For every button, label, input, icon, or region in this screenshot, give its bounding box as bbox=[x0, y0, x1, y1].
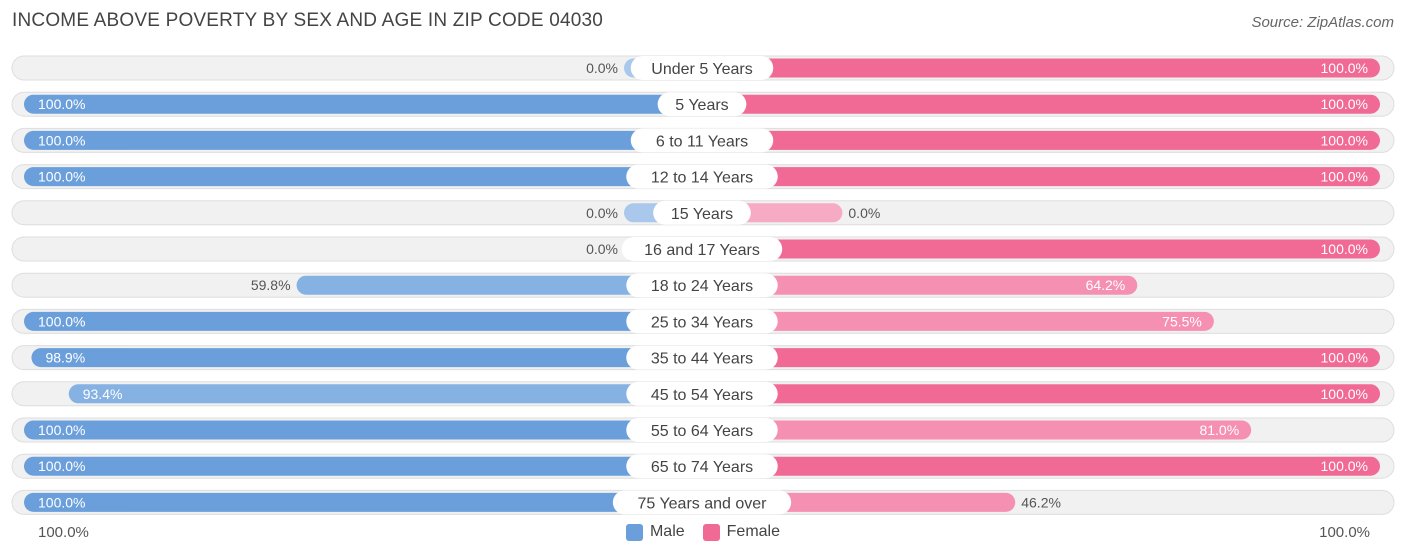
female-bar bbox=[702, 348, 1380, 368]
male-bar bbox=[24, 311, 702, 331]
bar-row: 100.0% 100.0% 65 to 74 Years bbox=[11, 453, 1395, 479]
category-label: 5 Years bbox=[675, 97, 728, 114]
male-value-label: 100.0% bbox=[38, 458, 85, 474]
category-label: 16 and 17 Years bbox=[644, 242, 760, 259]
female-value-label: 100.0% bbox=[1321, 241, 1368, 257]
category-pill bbox=[626, 273, 778, 298]
category-label: 65 to 74 Years bbox=[651, 459, 753, 476]
bar-row: 100.0% 100.0% 6 to 11 Years bbox=[11, 127, 1395, 153]
category-pill bbox=[626, 309, 778, 334]
male-bar bbox=[24, 167, 702, 187]
male-value-label: 100.0% bbox=[38, 494, 85, 510]
legend-item-male: Male bbox=[625, 523, 685, 541]
female-value-label: 100.0% bbox=[1321, 350, 1368, 366]
bar-row: 98.9% 100.0% 35 to 44 Years bbox=[11, 345, 1395, 371]
category-pill bbox=[626, 381, 778, 406]
legend-item-female: Female bbox=[702, 523, 781, 541]
female-value-label: 100.0% bbox=[1321, 60, 1368, 76]
category-label: 15 Years bbox=[671, 206, 733, 223]
category-label: 18 to 24 Years bbox=[651, 278, 753, 295]
category-label: 45 to 54 Years bbox=[651, 387, 753, 404]
male-bar bbox=[24, 456, 702, 476]
male-bar bbox=[31, 348, 702, 368]
male-value-label: 0.0% bbox=[586, 205, 618, 221]
male-bar bbox=[24, 130, 702, 150]
female-bar bbox=[702, 58, 1380, 78]
male-bar bbox=[68, 384, 703, 404]
bar-row: 0.0% 0.0% 15 Years bbox=[11, 200, 1395, 226]
female-bar bbox=[702, 275, 1138, 295]
source-label: Source: ZipAtlas.com bbox=[1251, 14, 1394, 31]
legend-swatch-female bbox=[702, 523, 720, 541]
axis-right-label: 100.0% bbox=[1319, 524, 1370, 541]
female-value-label: 46.2% bbox=[1021, 494, 1061, 510]
bar-row: 100.0% 81.0% 55 to 64 Years bbox=[11, 417, 1395, 443]
male-value-label: 0.0% bbox=[586, 60, 618, 76]
male-value-label: 59.8% bbox=[251, 277, 291, 293]
category-label: 35 to 44 Years bbox=[651, 351, 753, 368]
female-value-label: 81.0% bbox=[1199, 422, 1239, 438]
female-bar bbox=[702, 456, 1380, 476]
legend: Male Female bbox=[0, 523, 1406, 541]
male-value-label: 100.0% bbox=[38, 169, 85, 185]
bar-row: 59.8% 64.2% 18 to 24 Years bbox=[11, 272, 1395, 298]
category-pill bbox=[657, 92, 747, 117]
bar-row: 100.0% 100.0% 12 to 14 Years bbox=[11, 164, 1395, 190]
male-value-label: 100.0% bbox=[38, 422, 85, 438]
male-value-label: 100.0% bbox=[38, 313, 85, 329]
male-bar bbox=[24, 420, 702, 440]
axis-left-label: 100.0% bbox=[38, 524, 89, 541]
male-value-label: 100.0% bbox=[38, 132, 85, 148]
bar-row: 100.0% 100.0% 5 Years bbox=[11, 91, 1395, 117]
male-bar bbox=[24, 492, 702, 512]
female-value-label: 100.0% bbox=[1321, 169, 1368, 185]
female-value-label: 64.2% bbox=[1086, 277, 1126, 293]
female-value-label: 75.5% bbox=[1162, 313, 1202, 329]
category-label: 25 to 34 Years bbox=[651, 314, 753, 331]
male-value-label: 100.0% bbox=[38, 96, 85, 112]
category-pill bbox=[630, 128, 774, 153]
female-bar bbox=[702, 94, 1380, 114]
category-pill bbox=[653, 200, 751, 225]
bar-row: 93.4% 100.0% 45 to 54 Years bbox=[11, 381, 1395, 407]
chart-title: INCOME ABOVE POVERTY BY SEX AND AGE IN Z… bbox=[12, 10, 604, 31]
category-pill bbox=[630, 56, 774, 80]
category-pill bbox=[626, 345, 778, 370]
legend-label-female: Female bbox=[726, 523, 781, 540]
female-bar bbox=[702, 239, 1380, 259]
chart-area: 0.0% 100.0% Under 5 Years 100.0% 100.0% 5 Yea… bbox=[11, 55, 1395, 515]
female-bar bbox=[702, 167, 1380, 187]
male-bar bbox=[296, 275, 702, 295]
male-bar bbox=[24, 94, 702, 114]
category-pill bbox=[612, 490, 792, 515]
category-pill bbox=[626, 454, 778, 479]
category-pill bbox=[626, 164, 778, 189]
category-label: 75 Years and over bbox=[638, 495, 768, 512]
female-value-label: 0.0% bbox=[848, 205, 880, 221]
female-bar bbox=[702, 311, 1214, 331]
legend-swatch-male bbox=[625, 523, 643, 541]
bar-row: 0.0% 100.0% 16 and 17 Years bbox=[11, 236, 1395, 262]
bar-row: 100.0% 75.5% 25 to 34 Years bbox=[11, 308, 1395, 334]
female-value-label: 100.0% bbox=[1321, 132, 1368, 148]
category-pill bbox=[621, 237, 783, 261]
category-label: 12 to 14 Years bbox=[651, 170, 753, 187]
female-value-label: 100.0% bbox=[1321, 386, 1368, 402]
category-pill bbox=[626, 418, 778, 442]
female-bar bbox=[702, 130, 1380, 150]
category-label: 55 to 64 Years bbox=[651, 423, 753, 440]
male-value-label: 93.4% bbox=[83, 386, 123, 402]
female-value-label: 100.0% bbox=[1321, 458, 1368, 474]
female-bar bbox=[702, 420, 1252, 440]
category-label: 6 to 11 Years bbox=[656, 133, 748, 150]
male-value-label: 98.9% bbox=[45, 350, 85, 366]
male-value-label: 0.0% bbox=[586, 241, 618, 257]
female-value-label: 100.0% bbox=[1321, 96, 1368, 112]
category-label: Under 5 Years bbox=[651, 61, 752, 78]
female-bar bbox=[702, 384, 1380, 404]
legend-label-male: Male bbox=[649, 523, 685, 540]
bar-row: 100.0% 46.2% 75 Years and over bbox=[11, 489, 1395, 515]
bar-row: 0.0% 100.0% Under 5 Years bbox=[11, 55, 1395, 81]
